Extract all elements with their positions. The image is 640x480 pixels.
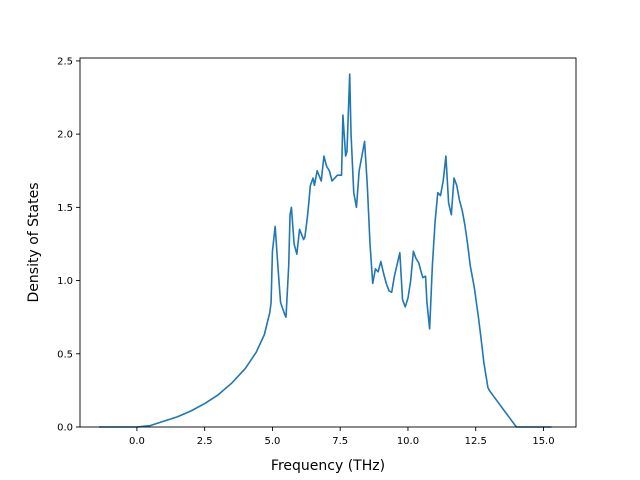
- dos-line: [98, 73, 552, 428]
- plot-area: [79, 57, 577, 428]
- y-tick-label: 0.5: [57, 349, 73, 360]
- x-tick-label: 10.0: [397, 436, 419, 447]
- x-tick-label: 12.5: [465, 436, 487, 447]
- x-tick-label: 2.5: [197, 436, 213, 447]
- x-axis: 0.0 2.5 5.0 7.5 10.0 12.5 15.0: [129, 427, 555, 447]
- x-tick-label: 0.0: [129, 436, 145, 447]
- y-axis-label: Density of States: [26, 183, 42, 303]
- y-tick-label: 1.0: [57, 276, 73, 287]
- x-tick-label: 15.0: [532, 436, 554, 447]
- y-tick-label: 1.5: [57, 203, 73, 214]
- y-tick-label: 2.5: [57, 56, 73, 67]
- x-axis-label: Frequency (THz): [271, 458, 385, 474]
- x-tick-label: 5.0: [264, 436, 280, 447]
- y-tick-label: 2.0: [57, 130, 73, 141]
- axes-frame: [79, 57, 577, 428]
- y-axis: 0.0 0.5 1.0 1.5 2.0 2.5: [57, 56, 80, 434]
- x-tick-label: 7.5: [332, 436, 348, 447]
- y-tick-label: 0.0: [57, 423, 73, 434]
